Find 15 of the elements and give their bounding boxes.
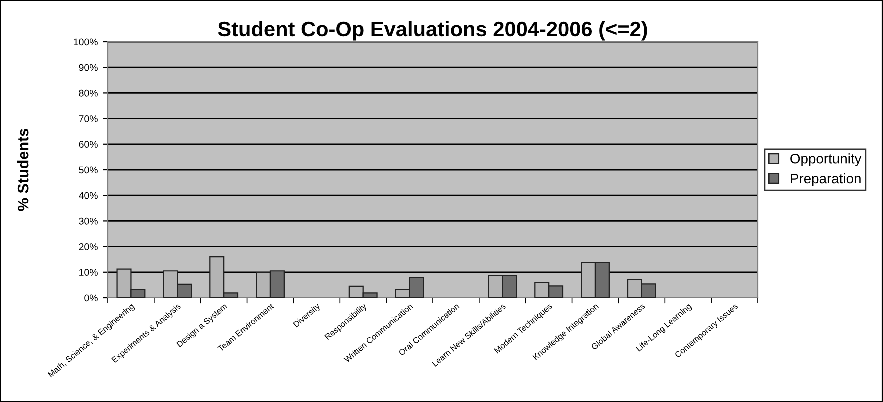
y-tick-label: 50% [79, 166, 98, 174]
y-tick-label: 40% [79, 192, 98, 200]
y-tick-label: 0% [84, 294, 98, 302]
y-tick-label: 20% [79, 244, 98, 250]
y-axis-title: % Students [18, 129, 29, 212]
y-tick-label: 60% [79, 141, 98, 148]
y-tick-label: 80% [79, 90, 98, 97]
y-tick-label: 10% [80, 269, 98, 276]
y-tick-label: 100% [74, 38, 98, 46]
chart-title: Student Co-Op Evaluations 2004-2006 (<=2) [218, 21, 648, 41]
y-tick-label: 30% [79, 218, 98, 225]
y-tick-label: 90% [79, 64, 98, 72]
legend-label: Preparation [791, 173, 861, 186]
y-tick-label: 70% [79, 116, 98, 122]
legend-label: Opportunity [790, 154, 862, 167]
